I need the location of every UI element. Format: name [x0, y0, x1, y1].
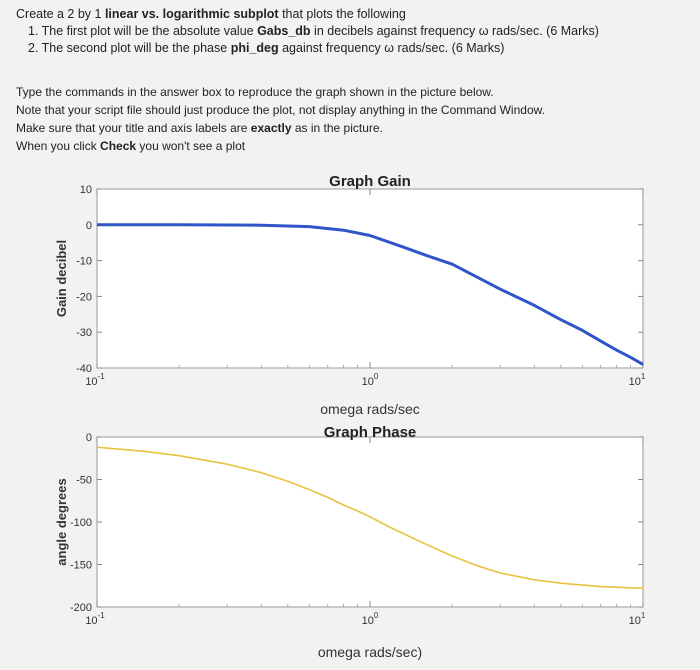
instruction-line-2: Note that your script file should just p… — [16, 103, 545, 117]
phase-ytick-label: 0 — [86, 432, 92, 444]
phase-ytick-label: -150 — [70, 560, 92, 572]
phase-title: Graph Phase — [324, 424, 417, 441]
gain-series-line — [97, 223, 644, 366]
phase-xlabel: omega rads/sec) — [318, 644, 422, 660]
phase-series-line — [96, 446, 644, 590]
gain-axes-box — [96, 188, 644, 369]
gain-xtick-label: 100 — [362, 372, 379, 388]
gain-xtick-label: 10-1 — [85, 372, 105, 388]
gain-xlabel: omega rads/sec — [320, 401, 420, 417]
phase-ytick-label: -100 — [70, 517, 92, 529]
gain-ytick-label: -10 — [76, 256, 92, 268]
gain-ytick-label: -20 — [76, 291, 92, 303]
phase-axes-box — [96, 436, 644, 608]
task-description: Create a 2 by 1 linear vs. logarithmic s… — [16, 6, 686, 57]
instructions: Type the commands in the answer box to r… — [16, 83, 686, 155]
gain-ytick-label: -40 — [76, 363, 92, 375]
instruction-line-3: Make sure that your title and axis label… — [16, 121, 383, 135]
phase-xtick-label: 101 — [629, 611, 646, 627]
task-item-2: 2. The second plot will be the phase phi… — [28, 41, 505, 55]
phase-subplot: -200 -150 -100 -50 0 10-1 100 101 Graph Phase ome… — [54, 424, 646, 660]
gain-title: Graph Gain — [329, 173, 411, 190]
instruction-line-1: Type the commands in the answer box to r… — [16, 85, 494, 99]
gain-subplot: -40 -30 -20 -10 0 10 10-1 100 101 Graph Gain omega… — [54, 173, 646, 417]
gain-ytick-label: -30 — [76, 327, 92, 339]
phase-ytick-label: -200 — [70, 602, 92, 614]
gain-ytick-label: 10 — [80, 184, 92, 196]
phase-ylabel: angle degrees — [54, 478, 69, 565]
task-item-1: 1. The first plot will be the absolute v… — [28, 24, 599, 38]
phase-xtick-label: 10-1 — [85, 611, 105, 627]
phase-xtick-label: 100 — [362, 611, 379, 627]
task-intro: Create a 2 by 1 linear vs. logarithmic s… — [16, 7, 406, 21]
gain-ylabel: Gain decibel — [54, 240, 69, 317]
instruction-line-4: When you click Check you won't see a plo… — [16, 139, 246, 153]
gain-xtick-label: 101 — [629, 372, 646, 388]
phase-ytick-label: -50 — [76, 475, 92, 487]
gain-ytick-label: 0 — [86, 220, 92, 232]
